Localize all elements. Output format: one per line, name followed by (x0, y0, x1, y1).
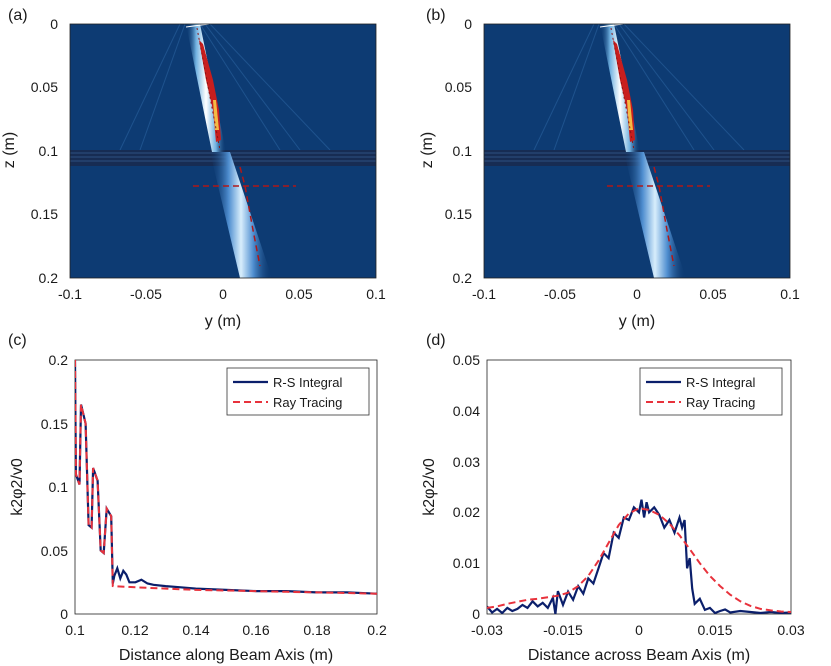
xtick-a-3: 0.05 (285, 286, 312, 302)
heatmap-a-source (185, 24, 210, 28)
xtick-d-4: 0.03 (777, 622, 804, 638)
ytick-d-0: 0 (472, 606, 480, 622)
line-rs-integral-d (487, 499, 791, 614)
xtick-b-1: -0.05 (544, 286, 576, 302)
line-ray-tracing-d (487, 507, 791, 613)
plot-c-yticks: 0 0.05 0.1 0.15 0.2 (41, 352, 68, 622)
xtick-b-4: 0.1 (780, 286, 800, 302)
heatmap-a-frame (69, 23, 377, 279)
heatmap-a-xlabel: y (m) (205, 313, 241, 330)
plot-d-series (487, 499, 791, 614)
ytick-c-2: 0.1 (49, 479, 69, 495)
ytick-c-0: 0 (60, 606, 68, 622)
plot-c-xticks: 0.1 0.12 0.14 0.16 0.18 0.2 (65, 622, 387, 638)
heatmap-a-yticks: 0 0.05 0.1 0.15 0.2 (31, 16, 58, 286)
ytick-a-2: 0.1 (39, 143, 59, 159)
heatmap-b-axis-line (653, 166, 675, 267)
xtick-d-2: 0 (635, 622, 643, 638)
legend-c: R-S Integral Ray Tracing (226, 367, 370, 416)
xtick-c-2: 0.14 (182, 622, 209, 638)
xtick-d-3: 0.015 (697, 622, 732, 638)
legend-c-label-rs: R-S Integral (273, 375, 342, 390)
line-ray-tracing-c (75, 360, 377, 595)
xtick-a-2: 0 (219, 286, 227, 302)
panel-a: 0 0.05 0.1 0.15 0.2 -0.1 -0.05 0 0.05 0.… (1, 7, 386, 330)
xtick-c-1: 0.12 (121, 622, 148, 638)
ytick-a-3: 0.15 (31, 206, 58, 222)
legend-d-label-rs: R-S Integral (686, 375, 755, 390)
legend-c-box (226, 367, 370, 416)
heatmap-b-rays (533, 24, 745, 151)
panel-b-label: (b) (426, 7, 446, 24)
xtick-b-3: 0.05 (699, 286, 726, 302)
plot-d-ylabel: k2φ2/v0 (421, 458, 438, 516)
ytick-a-1: 0.05 (31, 79, 58, 95)
ytick-c-1: 0.05 (41, 543, 68, 559)
plot-d-xticks: -0.03 -0.015 0 0.015 0.03 (471, 622, 805, 638)
plot-d-yticks: 0 0.01 0.02 0.03 0.04 0.05 (453, 352, 480, 622)
ytick-b-1: 0.05 (445, 79, 472, 95)
panel-a-label: (a) (8, 7, 28, 24)
heatmap-a-rays (119, 24, 331, 151)
legend-d: R-S Integral Ray Tracing (639, 367, 783, 416)
panel-b: 0 0.05 0.1 0.15 0.2 -0.1 -0.05 0 0.05 0.… (419, 7, 800, 330)
heatmap-b-xlabel: y (m) (619, 313, 655, 330)
heatmap-b-source (599, 24, 624, 28)
xtick-d-0: -0.03 (471, 622, 503, 638)
panel-d: 0 0.01 0.02 0.03 0.04 0.05 -0.03 -0.015 … (421, 332, 805, 664)
heatmap-b-ylabel: z (m) (419, 132, 436, 168)
line-rs-integral-c (75, 360, 377, 595)
xtick-a-1: -0.05 (130, 286, 162, 302)
panel-c: 0 0.05 0.1 0.15 0.2 0.1 0.12 0.14 0.16 0… (8, 332, 387, 664)
xtick-c-5: 0.2 (367, 622, 387, 638)
ytick-d-5: 0.05 (453, 352, 480, 368)
xtick-d-1: -0.015 (543, 622, 583, 638)
ytick-b-0: 0 (464, 16, 472, 32)
plot-d-xlabel: Distance across Beam Axis (m) (528, 647, 750, 664)
xtick-b-2: 0 (633, 286, 641, 302)
heatmap-a-xticks: -0.1 -0.05 0 0.05 0.1 (58, 286, 386, 302)
ytick-a-0: 0 (50, 16, 58, 32)
panel-c-label: (c) (8, 332, 27, 349)
legend-d-box (639, 367, 783, 416)
xtick-b-0: -0.1 (472, 286, 496, 302)
ytick-b-3: 0.15 (445, 206, 472, 222)
heatmap-a-ylabel: z (m) (1, 132, 18, 168)
heatmap-b-yticks: 0 0.05 0.1 0.15 0.2 (445, 16, 472, 286)
ytick-c-3: 0.15 (41, 416, 68, 432)
xtick-c-0: 0.1 (65, 622, 85, 638)
heatmap-a-ray-upper (196, 27, 221, 151)
heatmap-a-axis-line (239, 166, 261, 267)
xtick-c-4: 0.18 (303, 622, 330, 638)
plot-c-ylabel: k2φ2/v0 (9, 458, 26, 516)
heatmap-b-frame (483, 23, 791, 279)
ytick-d-3: 0.03 (453, 454, 480, 470)
xtick-a-0: -0.1 (58, 286, 82, 302)
legend-d-label-ray: Ray Tracing (686, 395, 755, 410)
xtick-a-4: 0.1 (366, 286, 386, 302)
ytick-b-2: 0.1 (453, 143, 473, 159)
ytick-d-4: 0.04 (453, 403, 480, 419)
legend-c-label-ray: Ray Tracing (273, 395, 342, 410)
plot-c-xlabel: Distance along Beam Axis (m) (119, 647, 333, 664)
xtick-c-3: 0.16 (242, 622, 269, 638)
heatmap-b-ray-upper (610, 27, 635, 151)
ytick-d-1: 0.01 (453, 555, 480, 571)
ytick-c-4: 0.2 (49, 352, 69, 368)
panel-d-label: (d) (426, 332, 446, 349)
ytick-b-4: 0.2 (453, 270, 473, 286)
plot-c-series (75, 360, 377, 595)
ytick-a-4: 0.2 (39, 270, 59, 286)
ytick-d-2: 0.02 (453, 504, 480, 520)
heatmap-b-xticks: -0.1 -0.05 0 0.05 0.1 (472, 286, 800, 302)
heatmap-a-field (70, 24, 376, 278)
